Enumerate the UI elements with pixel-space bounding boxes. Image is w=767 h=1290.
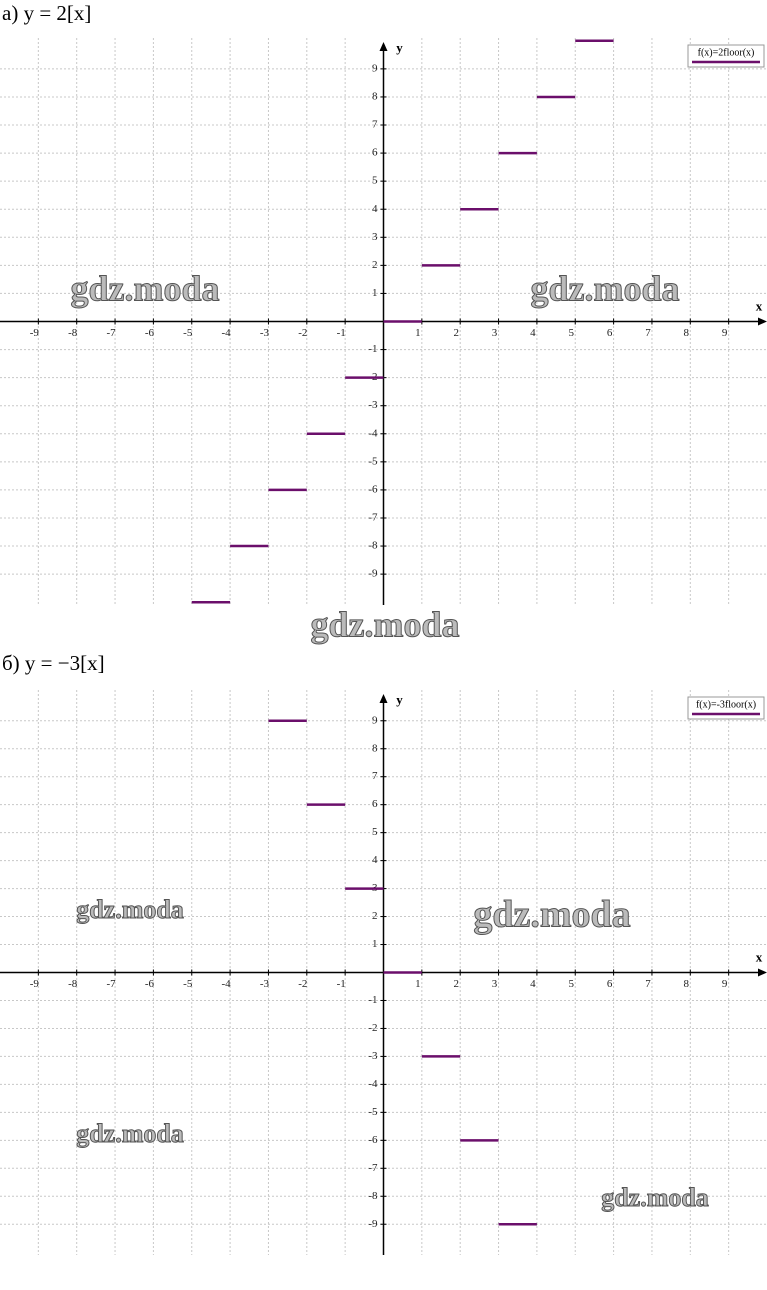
x-tick-label: 9 — [722, 978, 728, 990]
y-axis-arrow — [379, 42, 388, 51]
x-tick-label: -2 — [298, 978, 307, 990]
y-tick-label: -6 — [368, 483, 378, 495]
y-tick-label: 7 — [372, 770, 378, 782]
y-tick-label: 4 — [372, 854, 378, 866]
x-tick-label: -7 — [106, 978, 116, 990]
x-tick-label: -3 — [260, 978, 270, 990]
y-tick-label: -5 — [368, 455, 378, 467]
x-axis-label: x — [756, 949, 763, 964]
y-tick-label: -7 — [368, 512, 378, 524]
x-tick-label: -6 — [145, 327, 155, 339]
y-tick-label: 1 — [372, 938, 378, 950]
y-tick-label: -9 — [368, 568, 378, 580]
watermark: gdz.moda — [310, 604, 459, 644]
y-tick-label: 7 — [372, 119, 378, 131]
x-tick-label: 9 — [722, 327, 728, 339]
x-tick-label: 7 — [645, 327, 651, 339]
y-axis-label: y — [396, 40, 403, 55]
y-tick-label: -4 — [368, 1078, 378, 1090]
y-tick-label: 2 — [372, 910, 378, 922]
x-tick-label: 8 — [684, 978, 690, 990]
watermark: gdz.moda — [530, 268, 679, 308]
y-tick-label: 5 — [372, 175, 378, 187]
x-axis-arrow — [758, 317, 767, 326]
y-tick-label: -3 — [368, 399, 378, 411]
x-tick-label: 1 — [415, 327, 421, 339]
y-tick-label: 9 — [372, 62, 378, 74]
x-tick-label: 4 — [530, 978, 536, 990]
x-tick-label: 2 — [453, 327, 459, 339]
y-tick-label: -7 — [368, 1162, 378, 1174]
y-axis-label: y — [396, 692, 403, 707]
x-tick-label: -9 — [30, 978, 40, 990]
x-axis-label: x — [756, 298, 763, 313]
x-tick-label: 7 — [645, 978, 651, 990]
x-tick-label: -2 — [298, 327, 307, 339]
legend-label: f(x)=-3floor(x) — [696, 699, 756, 710]
watermark: gdz.moda — [76, 895, 184, 924]
y-tick-label: -8 — [368, 1190, 378, 1202]
y-tick-label: -1 — [368, 343, 377, 355]
x-tick-label: -8 — [68, 978, 78, 990]
x-tick-label: 4 — [530, 327, 536, 339]
x-tick-label: -9 — [30, 327, 40, 339]
y-tick-label: 6 — [372, 147, 378, 159]
y-tick-label: 3 — [372, 231, 378, 243]
y-tick-label: 5 — [372, 826, 378, 838]
x-tick-label: 1 — [415, 978, 421, 990]
chart-title: б) y = −3[x] — [2, 651, 105, 675]
y-tick-label: 2 — [372, 259, 378, 271]
y-tick-label: 8 — [372, 90, 378, 102]
x-tick-label: 3 — [492, 327, 498, 339]
x-tick-label: 6 — [607, 327, 613, 339]
y-tick-label: 9 — [372, 714, 378, 726]
watermark: gdz.moda — [76, 1119, 184, 1148]
x-tick-label: 5 — [569, 327, 575, 339]
y-tick-label: 6 — [372, 798, 378, 810]
x-tick-label: 6 — [607, 978, 613, 990]
x-tick-label: -4 — [222, 327, 232, 339]
x-tick-label: -5 — [183, 978, 193, 990]
y-tick-label: -8 — [368, 540, 378, 552]
watermark: gdz.moda — [473, 894, 630, 936]
x-tick-label: -3 — [260, 327, 270, 339]
x-tick-label: -8 — [68, 327, 78, 339]
y-axis-arrow — [379, 694, 388, 703]
y-tick-label: -6 — [368, 1134, 378, 1146]
x-tick-label: 3 — [492, 978, 498, 990]
y-tick-label: -3 — [368, 1050, 378, 1062]
watermark: gdz.moda — [70, 268, 219, 308]
x-axis-arrow — [758, 968, 767, 977]
legend-label: f(x)=2floor(x) — [698, 47, 755, 58]
y-tick-label: -1 — [368, 994, 377, 1006]
watermark: gdz.moda — [601, 1183, 709, 1212]
y-tick-label: -9 — [368, 1218, 378, 1230]
y-tick-label: -5 — [368, 1106, 378, 1118]
x-tick-label: -1 — [337, 978, 346, 990]
y-tick-label: -2 — [368, 1022, 377, 1034]
y-tick-label: 8 — [372, 742, 378, 754]
x-tick-label: -7 — [106, 327, 116, 339]
x-tick-label: -4 — [222, 978, 232, 990]
y-tick-label: -4 — [368, 427, 378, 439]
x-tick-label: -1 — [337, 327, 346, 339]
x-tick-label: 5 — [569, 978, 575, 990]
x-tick-label: -5 — [183, 327, 193, 339]
x-tick-label: 8 — [684, 327, 690, 339]
x-tick-label: 2 — [453, 978, 459, 990]
y-tick-label: 4 — [372, 203, 378, 215]
y-tick-label: 1 — [372, 287, 378, 299]
chart-title: а) y = 2[x] — [2, 1, 91, 25]
x-tick-label: -6 — [145, 978, 155, 990]
